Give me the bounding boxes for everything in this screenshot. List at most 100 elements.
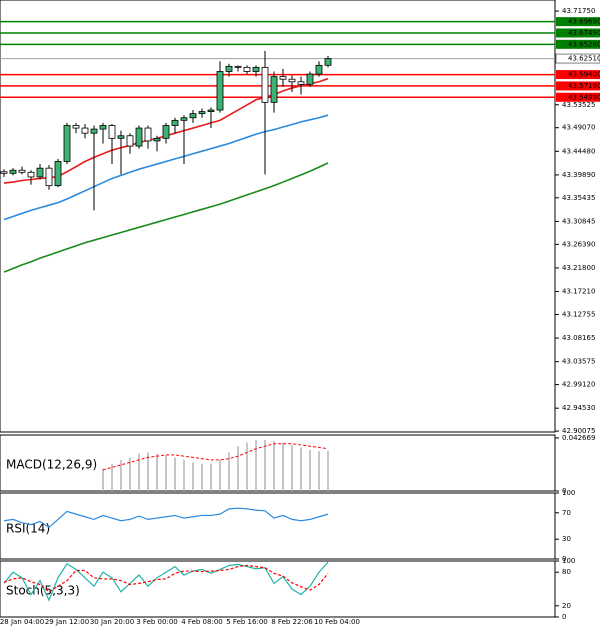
level-box bbox=[556, 39, 600, 49]
y-tick-label: 43.03575 bbox=[562, 358, 595, 366]
main-panel bbox=[0, 0, 556, 433]
y-tick-label: 100 bbox=[562, 489, 575, 497]
candle-body bbox=[252, 66, 260, 72]
y-tick-label: 100 bbox=[562, 557, 575, 565]
x-tick-label: 8 Feb 22:06 bbox=[271, 618, 313, 626]
candle-body bbox=[153, 137, 161, 142]
y-tick-label: 43.53525 bbox=[562, 101, 595, 109]
candle-body bbox=[90, 128, 98, 134]
level-box bbox=[556, 81, 600, 91]
candle-body bbox=[189, 113, 197, 119]
candle-body bbox=[261, 66, 269, 103]
panel-title: MACD(12,26,9) bbox=[6, 458, 97, 472]
x-tick-label: 28 Jan 04:00 bbox=[0, 618, 44, 626]
stoch-panel bbox=[0, 560, 556, 618]
candle-body bbox=[135, 127, 143, 147]
line-series bbox=[3, 561, 329, 602]
y-tick-label: 70 bbox=[562, 509, 571, 517]
level-label: 43.69690 bbox=[568, 18, 600, 26]
candle-body bbox=[81, 127, 89, 134]
candle-body bbox=[72, 125, 80, 129]
y-tick-label: 80 bbox=[562, 568, 571, 576]
candle-body bbox=[9, 169, 17, 174]
y-tick-label: 43.08165 bbox=[562, 334, 595, 342]
histogram-bar bbox=[192, 462, 194, 491]
level-box bbox=[556, 17, 600, 27]
candle-body bbox=[171, 119, 179, 126]
histogram-bar bbox=[129, 457, 131, 491]
y-tick-label: 43.30845 bbox=[562, 217, 595, 225]
level-box bbox=[556, 92, 600, 102]
y-tick-label: 0 bbox=[562, 555, 566, 563]
histogram-bar bbox=[219, 459, 221, 491]
histogram-bar bbox=[255, 439, 257, 491]
histogram-bar bbox=[264, 439, 266, 491]
x-tick-label: 30 Jan 20:00 bbox=[90, 618, 134, 626]
candle-body bbox=[117, 135, 125, 139]
candle-body bbox=[207, 109, 215, 113]
macd-panel bbox=[0, 434, 556, 492]
y-tick-label: 42.90075 bbox=[562, 427, 595, 435]
histogram-bar bbox=[228, 452, 230, 491]
y-tick-label: 20 bbox=[562, 602, 571, 610]
histogram-bar bbox=[147, 452, 149, 491]
level-label: 43.59400 bbox=[568, 71, 600, 79]
candle-body bbox=[279, 76, 287, 80]
histogram-bar bbox=[210, 463, 212, 491]
histogram-bar bbox=[318, 451, 320, 491]
candle-body bbox=[306, 73, 314, 85]
candle-body bbox=[45, 167, 53, 187]
y-tick-label: 43.12755 bbox=[562, 310, 595, 318]
candle-body bbox=[198, 111, 206, 115]
histogram-bar bbox=[201, 463, 203, 491]
y-tick-label: 43.49070 bbox=[562, 124, 595, 132]
level-label: 43.57190 bbox=[568, 82, 600, 90]
histogram-bar bbox=[273, 441, 275, 491]
y-tick-label: 43.17210 bbox=[562, 288, 595, 296]
line-series bbox=[3, 564, 329, 593]
candle-body bbox=[324, 58, 332, 66]
x-tick-label: 29 Jan 12:00 bbox=[45, 618, 89, 626]
candle-body bbox=[225, 65, 233, 72]
candle-body bbox=[315, 64, 323, 75]
candle-body bbox=[288, 78, 296, 83]
x-tick-label: 5 Feb 16:00 bbox=[226, 618, 267, 626]
candle-body bbox=[63, 125, 71, 162]
panel-title: Stoch(5,3,3) bbox=[6, 584, 80, 598]
last-price-label: 43.62510 bbox=[568, 55, 600, 63]
histogram-bar bbox=[327, 451, 329, 491]
histogram-bar bbox=[102, 468, 104, 491]
candle-body bbox=[54, 161, 62, 187]
candle-body bbox=[243, 66, 251, 72]
candle-body bbox=[180, 117, 188, 121]
line-series bbox=[3, 162, 329, 273]
candle-body bbox=[162, 125, 170, 139]
level-label: 43.54990 bbox=[568, 93, 600, 101]
y-tick-label: 43.26390 bbox=[562, 240, 595, 248]
level-label: 43.65280 bbox=[568, 40, 600, 48]
candle-body bbox=[27, 171, 35, 178]
histogram-bar bbox=[174, 457, 176, 491]
candle-body bbox=[144, 127, 152, 142]
histogram-bar bbox=[237, 446, 239, 491]
candle-body bbox=[126, 135, 134, 147]
histogram-bar bbox=[111, 463, 113, 491]
y-tick-label: 42.99120 bbox=[562, 381, 595, 389]
candle-body bbox=[108, 125, 116, 139]
x-tick-label: 10 Feb 04:00 bbox=[314, 618, 360, 626]
candle-body bbox=[18, 169, 26, 173]
histogram-bar bbox=[183, 459, 185, 491]
y-tick-label: 0.042669 bbox=[562, 434, 595, 442]
histogram-bar bbox=[120, 459, 122, 491]
y-tick-label: 43.39890 bbox=[562, 171, 595, 179]
candle-body bbox=[36, 167, 44, 178]
candle-body bbox=[297, 81, 305, 85]
panel-title: RSI(14) bbox=[6, 522, 50, 536]
y-tick-label: 42.94530 bbox=[562, 404, 595, 412]
y-tick-label: 43.71750 bbox=[562, 7, 595, 15]
y-tick-label: 30 bbox=[562, 535, 571, 543]
candle-body bbox=[0, 171, 8, 174]
level-box bbox=[556, 70, 600, 80]
y-tick-label: 0 bbox=[562, 613, 566, 621]
